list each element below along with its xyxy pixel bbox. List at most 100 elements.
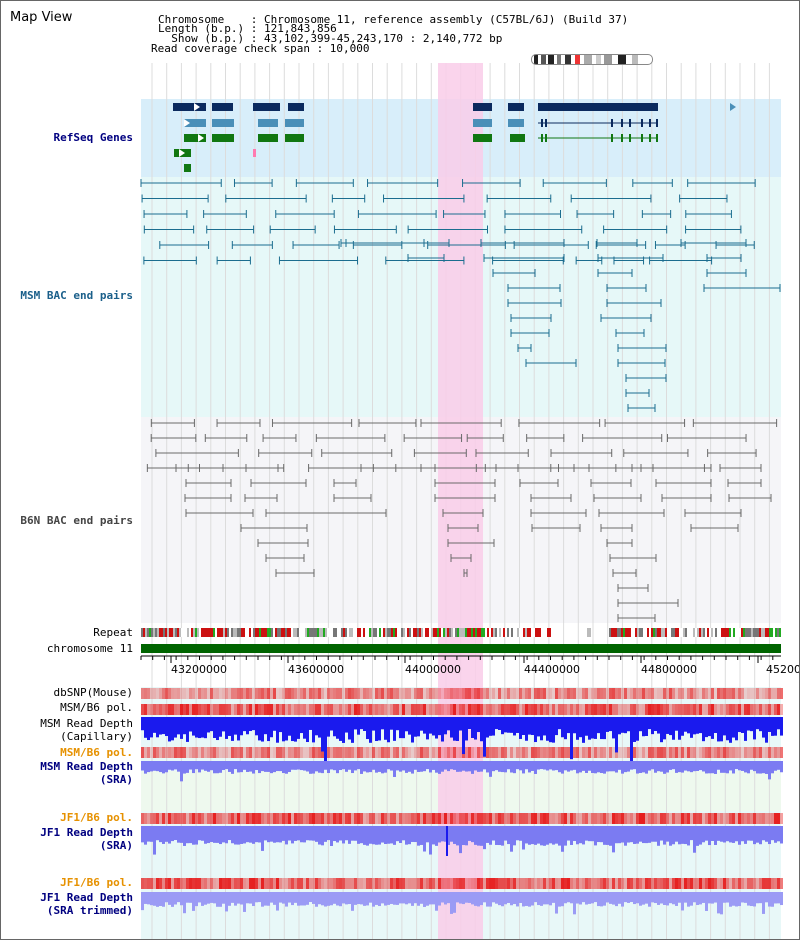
repeat-mark — [423, 628, 425, 637]
polymorphism-mark — [339, 878, 342, 889]
read-depth-bar — [543, 826, 546, 846]
track-label-jf1-trim[interactable]: JF1 Read Depth — [40, 891, 133, 904]
track-label-jf1-pol-2[interactable]: JF1/B6 pol. — [60, 876, 133, 889]
track-label-msm-depth-cap[interactable]: MSM Read Depth — [40, 717, 133, 730]
read-depth-bar — [354, 892, 357, 905]
track-label-chromosome[interactable]: chromosome 11 — [46, 642, 133, 655]
polymorphism-mark — [297, 747, 300, 758]
repeat-mark — [145, 628, 147, 637]
polymorphism-mark — [261, 704, 264, 715]
polymorphism-mark — [312, 704, 315, 715]
polymorphism-mark — [309, 747, 312, 758]
repeat-mark — [397, 628, 399, 637]
read-depth-bar — [600, 892, 603, 907]
repeat-mark — [291, 628, 293, 637]
polymorphism-mark — [327, 747, 330, 758]
chromosome-ideogram[interactable] — [531, 54, 653, 65]
polymorphism-mark — [537, 813, 540, 824]
read-depth-bar — [594, 826, 597, 846]
repeat-mark — [755, 628, 757, 637]
track-label-b6n-bac[interactable]: B6N BAC end pairs — [20, 514, 133, 527]
read-depth-bar — [153, 717, 156, 733]
repeat-mark — [773, 628, 775, 637]
repeat-mark — [233, 628, 235, 637]
polymorphism-mark — [330, 688, 333, 699]
polymorphism-mark — [285, 878, 288, 889]
polymorphism-mark — [213, 688, 216, 699]
read-depth-bar — [333, 717, 336, 737]
polymorphism-mark — [603, 704, 606, 715]
polymorphism-mark — [507, 878, 510, 889]
read-depth-bar — [390, 717, 393, 730]
polymorphism-mark — [663, 747, 666, 758]
repeat-mark — [223, 628, 225, 637]
read-depth-bar — [186, 717, 189, 742]
read-depth-bar — [690, 717, 693, 738]
polymorphism-mark — [282, 704, 285, 715]
track-label-msm-pol[interactable]: MSM/B6 pol. — [60, 701, 133, 714]
read-depth-bar — [318, 892, 321, 905]
track-label-jf1-pol[interactable]: JF1/B6 pol. — [60, 811, 133, 824]
polymorphism-mark — [195, 688, 198, 699]
read-depth-bar — [723, 892, 726, 903]
read-depth-bar — [426, 892, 429, 906]
polymorphism-mark — [213, 878, 216, 889]
read-depth-bar — [351, 717, 354, 743]
polymorphism-mark — [171, 704, 174, 715]
read-depth-bar — [759, 826, 762, 845]
read-depth-bar — [576, 761, 579, 774]
repeat-mark — [277, 628, 279, 637]
read-depth-bar — [336, 892, 339, 906]
polymorphism-mark — [231, 813, 234, 824]
polymorphism-mark — [177, 704, 180, 715]
track-label-dbsnp[interactable]: dbSNP(Mouse) — [53, 686, 133, 699]
track-label-jf1-depth[interactable]: JF1 Read Depth — [40, 826, 133, 839]
read-depth-bar — [651, 826, 654, 842]
read-depth-bar — [192, 892, 195, 911]
polymorphism-mark — [588, 747, 591, 758]
gene — [184, 134, 206, 142]
polymorphism-mark — [150, 704, 153, 715]
track-label-refseq[interactable]: RefSeq Genes — [53, 131, 133, 144]
read-depth-bar — [378, 761, 381, 772]
read-depth-bar — [174, 717, 177, 738]
polymorphism-mark — [744, 704, 747, 715]
gene — [212, 119, 234, 127]
read-depth-bar — [576, 717, 579, 740]
read-depth-bar — [312, 761, 315, 774]
read-depth-bar — [183, 761, 186, 774]
repeat-mark — [201, 628, 203, 637]
polymorphism-mark — [537, 688, 540, 699]
polymorphism-mark — [660, 878, 663, 889]
read-depth-bar — [441, 892, 444, 903]
read-depth-bar — [528, 761, 531, 773]
repeat-mark — [531, 628, 533, 637]
repeat-mark — [699, 628, 701, 637]
track-label-msm-depth-sra[interactable]: MSM Read Depth — [40, 760, 133, 773]
read-depth-bar — [507, 826, 510, 845]
polymorphism-mark — [282, 878, 285, 889]
read-depth-bar — [369, 826, 372, 844]
track-label-msm-pol-2[interactable]: MSM/B6 pol. — [60, 746, 133, 759]
read-depth-bar — [756, 892, 759, 904]
read-depth-bar — [525, 761, 528, 770]
read-depth-bar — [312, 826, 315, 841]
repeat-mark — [301, 628, 303, 637]
polymorphism-mark — [720, 747, 723, 758]
polymorphism-mark — [780, 878, 783, 889]
repeat-mark — [701, 628, 703, 637]
polymorphism-mark — [417, 688, 420, 699]
polymorphism-mark — [213, 813, 216, 824]
polymorphism-mark — [270, 688, 273, 699]
read-depth-bar — [480, 717, 483, 742]
polymorphism-mark — [243, 813, 246, 824]
polymorphism-mark — [207, 688, 210, 699]
polymorphism-mark — [249, 878, 252, 889]
polymorphism-mark — [342, 747, 345, 758]
polymorphism-mark — [696, 747, 699, 758]
track-label-msm-bac[interactable]: MSM BAC end pairs — [20, 289, 133, 302]
axis-tick-label: 44800000 — [641, 663, 697, 676]
track-label-repeat[interactable]: Repeat — [93, 626, 133, 639]
read-depth-bar — [243, 761, 246, 770]
